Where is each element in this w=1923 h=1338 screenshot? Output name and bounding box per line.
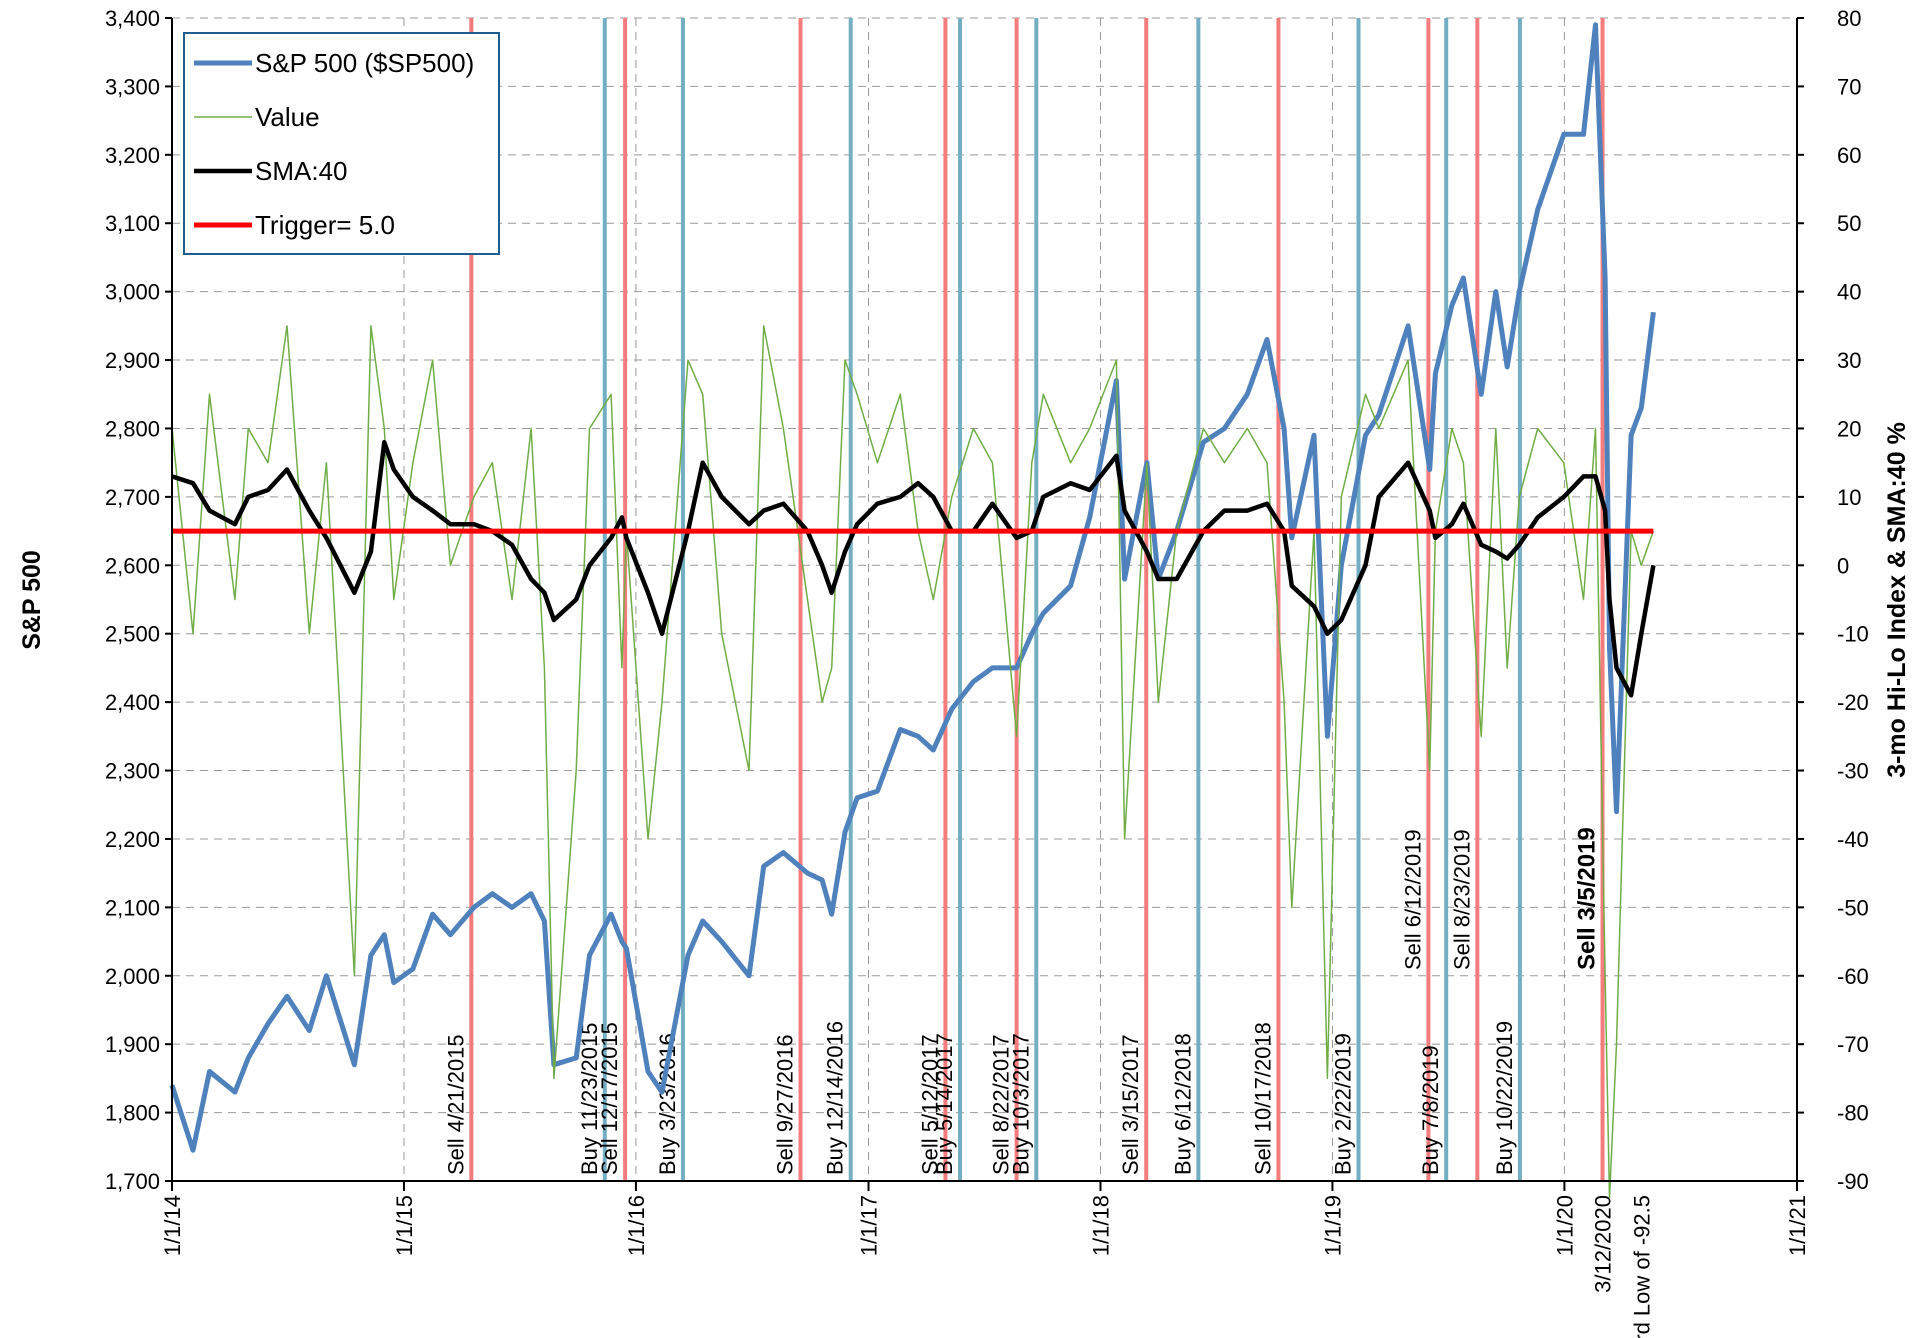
annotation: 3/12/2020 — [1591, 1195, 1616, 1293]
signal-label: Sell 12/17/2015 — [597, 1022, 622, 1175]
legend-label: S&P 500 ($SP500) — [255, 48, 474, 78]
y2-tick-label: -60 — [1837, 964, 1869, 989]
signal-label: Sell 10/17/2018 — [1250, 1022, 1275, 1175]
y2-axis-title: 3-mo Hi-Lo Index & SMA:40 % — [1883, 422, 1911, 778]
y2-tick-label: -10 — [1837, 622, 1869, 647]
y-tick-label: 2,100 — [105, 895, 160, 920]
signal-label: Buy 7/8/2019 — [1418, 1045, 1443, 1175]
y2-tick-label: -80 — [1837, 1101, 1869, 1126]
y2-tick-label: -70 — [1837, 1032, 1869, 1057]
signal-label: Buy 10/3/2017 — [1008, 1033, 1033, 1175]
y2-tick-label: 80 — [1837, 6, 1861, 31]
signal-label: Sell 6/12/2019 — [1400, 829, 1425, 970]
x-tick-label: 1/1/18 — [1088, 1195, 1113, 1256]
signal-label: Sell 8/23/2019 — [1449, 829, 1474, 970]
x-tick-label: 1/1/14 — [160, 1195, 185, 1256]
signal-label: Buy 6/12/2018 — [1170, 1033, 1195, 1175]
y-tick-label: 2,600 — [105, 553, 160, 578]
y-tick-label: 2,000 — [105, 964, 160, 989]
signal-label: Sell 8/22/2017 — [989, 1034, 1014, 1175]
signal-label: Sell 9/27/2016 — [773, 1034, 798, 1175]
y-tick-label: 2,500 — [105, 622, 160, 647]
y2-tick-label: 0 — [1837, 553, 1849, 578]
y2-tick-label: 40 — [1837, 280, 1861, 305]
y2-tick-label: 50 — [1837, 211, 1861, 236]
legend-label: SMA:40 — [255, 156, 348, 186]
y-tick-label: 2,300 — [105, 759, 160, 784]
x-tick-label: 1/1/19 — [1320, 1195, 1345, 1256]
y-tick-label: 1,800 — [105, 1101, 160, 1126]
signal-label: Buy 2/22/2019 — [1330, 1033, 1355, 1175]
legend-label: Trigger= 5.0 — [255, 210, 395, 240]
signal-label: Buy 11/23/2015 — [577, 1023, 602, 1176]
y2-tick-label: 70 — [1837, 74, 1861, 99]
x-tick-label: 1/1/21 — [1785, 1195, 1810, 1256]
y2-tick-label: -20 — [1837, 690, 1869, 715]
y-tick-label: 2,800 — [105, 416, 160, 441]
series-line — [169, 22, 1656, 1153]
x-tick-label: 1/1/20 — [1552, 1195, 1577, 1256]
signal-label: Sell 4/21/2015 — [443, 1034, 468, 1175]
y2-tick-label: -50 — [1837, 895, 1869, 920]
signal-label: Sell 3/15/2017 — [1118, 1034, 1143, 1175]
x-tick-label: 1/1/17 — [857, 1195, 882, 1256]
legend-box — [183, 32, 500, 255]
y2-tick-label: 30 — [1837, 348, 1861, 373]
y-tick-label: 3,100 — [105, 211, 160, 236]
y-tick-label: 3,200 — [105, 143, 160, 168]
y2-tick-label: 10 — [1837, 485, 1861, 510]
signal-label: Sell 5/12/2017 — [917, 1034, 942, 1175]
y2-tick-label: -90 — [1837, 1169, 1869, 1194]
y2-tick-label: -40 — [1837, 827, 1869, 852]
y-tick-label: 1,700 — [105, 1169, 160, 1194]
y-tick-label: 2,900 — [105, 348, 160, 373]
signal-label: Buy 5/14/2017 — [932, 1033, 957, 1175]
y-tick-label: 2,700 — [105, 485, 160, 510]
y2-tick-label: -30 — [1837, 759, 1869, 784]
x-tick-label: 1/1/16 — [624, 1195, 649, 1256]
y-tick-label: 3,400 — [105, 6, 160, 31]
legend-label: Value — [255, 102, 320, 132]
signal-label: Sell 3/5/2019 — [1574, 827, 1601, 970]
signal-label: Buy 10/22/2019 — [1492, 1021, 1517, 1175]
y-axis-title: S&P 500 — [18, 550, 46, 650]
y2-tick-label: 60 — [1837, 143, 1861, 168]
x-tick-label: 1/1/15 — [392, 1195, 417, 1256]
y-tick-label: 1,900 — [105, 1032, 160, 1057]
y2-tick-label: 20 — [1837, 416, 1861, 441]
y-tick-label: 3,300 — [105, 74, 160, 99]
y-tick-label: 3,000 — [105, 280, 160, 305]
series-line — [171, 325, 1655, 1199]
series-line — [171, 439, 1656, 698]
y-tick-label: 2,400 — [105, 690, 160, 715]
y-tick-label: 2,200 — [105, 827, 160, 852]
annotation: Record Low of -92.5 — [1629, 1195, 1654, 1338]
signal-label: Buy 12/14/2016 — [823, 1021, 848, 1175]
